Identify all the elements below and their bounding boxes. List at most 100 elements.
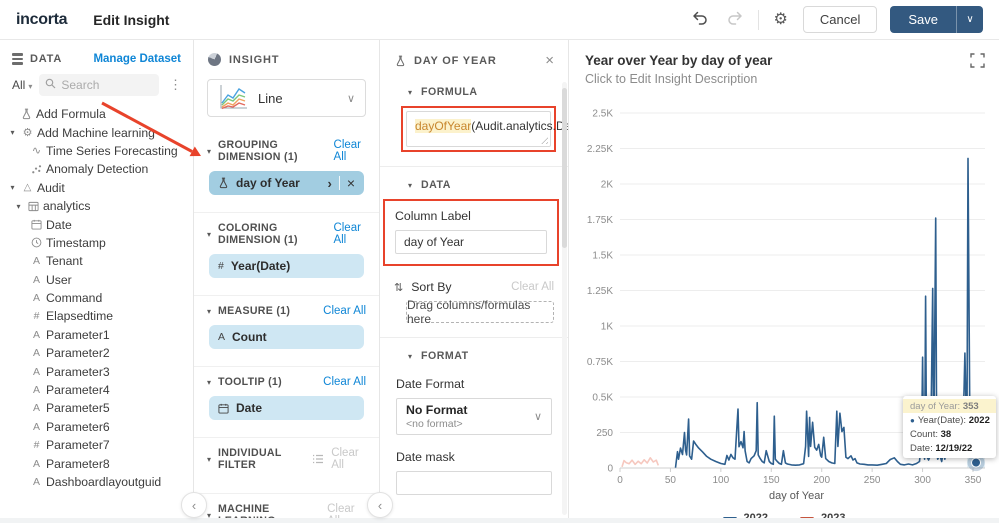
column-label-input[interactable]	[395, 230, 547, 254]
svg-text:0.5K: 0.5K	[592, 393, 613, 404]
tree-item-elapsedtime[interactable]: # Elapsedtime	[0, 307, 193, 325]
scrollbar-thumb[interactable]	[562, 88, 567, 248]
insight-description[interactable]: Click to Edit Insight Description	[585, 72, 758, 86]
table-icon	[25, 201, 42, 212]
tree-item-dashboardlayoutguid[interactable]: A Dashboardlayoutguid	[0, 473, 193, 491]
formula-args: (Audit.analytics.Date)	[471, 119, 568, 133]
caret-down-icon[interactable]: ▾	[207, 146, 212, 156]
caret-down-icon[interactable]: ▾	[207, 306, 212, 316]
chart-type-dropdown[interactable]: Line ∨	[207, 79, 366, 117]
series-bullet-icon: ●	[910, 415, 915, 425]
tree-item-parameter4[interactable]: A Parameter4	[0, 381, 193, 399]
tree-item-time-series-forecasting[interactable]: ∿ Time Series Forecasting	[0, 142, 193, 160]
tree-item-anomaly-detection[interactable]: Anomaly Detection	[0, 160, 193, 178]
sort-clear-all: Clear All	[511, 281, 554, 293]
tooltip-row-day-of-year: day of Year: 353	[903, 399, 996, 413]
kebab-menu-icon[interactable]: ⋮	[169, 77, 182, 92]
manage-dataset-link[interactable]: Manage Dataset	[93, 53, 181, 65]
settings-button[interactable]: ⚙	[772, 10, 790, 30]
pill-date[interactable]: Date	[209, 396, 364, 420]
text-icon: A	[32, 476, 40, 488]
text-icon: A	[32, 457, 40, 470]
formula-editor[interactable]: dayOfYear(Audit.analytics.Date)	[406, 111, 568, 147]
clear-all-link[interactable]: Clear All	[323, 305, 366, 317]
caret-down-icon[interactable]: ▾	[207, 377, 212, 387]
tree-item-parameter8[interactable]: A Parameter8	[0, 454, 193, 472]
tree-item-add-machine-learning[interactable]: ▾ ⚙ Add Machine learning	[0, 123, 193, 141]
sort-drop-zone[interactable]: Drag columns/formulas here	[406, 298, 554, 326]
bottom-scrollbar-strip	[0, 518, 999, 523]
data-section-title: DATA	[421, 179, 451, 191]
page-title: Edit Insight	[93, 11, 170, 28]
chevron-down-icon: ∨	[346, 92, 355, 105]
tree-item-add-formula[interactable]: Add Formula	[0, 105, 193, 123]
cancel-button[interactable]: Cancel	[802, 6, 878, 33]
resize-handle[interactable]	[540, 136, 548, 144]
collapse-insight-panel-button[interactable]: ‹	[367, 492, 393, 518]
caret-down-icon[interactable]: ▾	[207, 229, 212, 239]
field-properties-panel: DAY OF YEAR × ▾ FORMULA dayOfYear(Audit.…	[380, 40, 569, 523]
pill-day-of-year[interactable]: day of Year › ×	[209, 171, 364, 195]
search-input[interactable]	[61, 78, 153, 92]
save-dropdown-button[interactable]: ∨	[956, 6, 983, 33]
tree-item-parameter7[interactable]: # Parameter7	[0, 436, 193, 454]
caret-down-icon[interactable]: ▾	[16, 201, 21, 211]
tree-item-timestamp[interactable]: Timestamp	[0, 234, 193, 252]
text-icon: A	[32, 420, 40, 433]
undo-button[interactable]	[690, 9, 711, 30]
search-box[interactable]	[39, 74, 159, 96]
chart-preview-panel: Year over Year by day of year Click to E…	[569, 40, 999, 523]
list-icon[interactable]	[312, 454, 324, 464]
caret-down-icon[interactable]: ▾	[207, 510, 212, 520]
save-button[interactable]: Save	[890, 6, 956, 33]
tree-item-parameter3[interactable]: A Parameter3	[0, 362, 193, 380]
chevron-down-icon: ∨	[966, 14, 974, 25]
svg-text:day of Year: day of Year	[769, 490, 824, 502]
text-icon: A	[32, 384, 40, 397]
tree-item-date[interactable]: Date	[0, 215, 193, 233]
tree-item-audit[interactable]: ▾ △ Audit	[0, 179, 193, 197]
text-icon: A	[32, 402, 40, 415]
tree-item-parameter5[interactable]: A Parameter5	[0, 399, 193, 417]
date-mask-input[interactable]	[396, 471, 552, 495]
tree-item-command[interactable]: A Command	[0, 289, 193, 307]
tooltip-row-date: Date: 12/19/22	[910, 442, 973, 454]
date-format-select[interactable]: No Format <no format> ∨	[396, 398, 552, 435]
pill-year-date[interactable]: # Year(Date)	[209, 254, 364, 278]
svg-text:50: 50	[665, 475, 677, 486]
close-icon[interactable]: ×	[346, 175, 355, 191]
text-icon: A	[32, 328, 40, 341]
section-coloring-dimension-1: ▾ COLORING DIMENSION (1) Clear All # Year(Da…	[194, 212, 379, 295]
text-icon: A	[32, 273, 40, 286]
dataset-icon	[12, 53, 23, 65]
tree-item-parameter2[interactable]: A Parameter2	[0, 344, 193, 362]
tree-item-analytics[interactable]: ▾ analytics	[0, 197, 193, 215]
clear-all-link[interactable]: Clear All	[323, 376, 366, 388]
redo-button[interactable]	[724, 9, 745, 30]
caret-down-icon[interactable]: ▾	[207, 454, 212, 464]
caret-down-icon[interactable]: ▾	[10, 183, 15, 193]
svg-text:100: 100	[713, 475, 730, 486]
clear-all-link[interactable]: Clear All	[333, 139, 362, 163]
tree-item-parameter6[interactable]: A Parameter6	[0, 418, 193, 436]
tree-item-tenant[interactable]: A Tenant	[0, 252, 193, 270]
pill-count[interactable]: A Count	[209, 325, 364, 349]
collapse-data-panel-button[interactable]: ‹	[181, 492, 207, 518]
chevron-right-icon[interactable]: ›	[327, 175, 332, 191]
chart-canvas[interactable]: 0 250 0.5K 0.75K 1K 1.25K 1.5K 1.75K 2K 2.25K 2.5K…	[569, 98, 999, 510]
clear-all-link[interactable]: Clear All	[333, 222, 361, 246]
close-icon[interactable]: ×	[545, 52, 554, 69]
tree-item-user[interactable]: A User	[0, 271, 193, 289]
caret-down-icon: ▾	[408, 87, 413, 97]
chart-type-value: Line	[258, 90, 283, 106]
data-tree: Add Formula ▾ ⚙ Add Machine learning ∿ Time S…	[0, 105, 193, 491]
caret-down-icon[interactable]: ▾	[10, 128, 15, 138]
scope-dropdown[interactable]: All ▾	[12, 78, 33, 92]
sort-icon: ⇅	[394, 281, 404, 294]
anomaly-icon	[28, 164, 45, 175]
fullscreen-icon[interactable]	[970, 53, 985, 71]
wave-icon: ∿	[31, 145, 42, 158]
svg-text:1.5K: 1.5K	[592, 251, 613, 262]
tree-item-parameter1[interactable]: A Parameter1	[0, 326, 193, 344]
svg-text:350: 350	[965, 475, 982, 486]
